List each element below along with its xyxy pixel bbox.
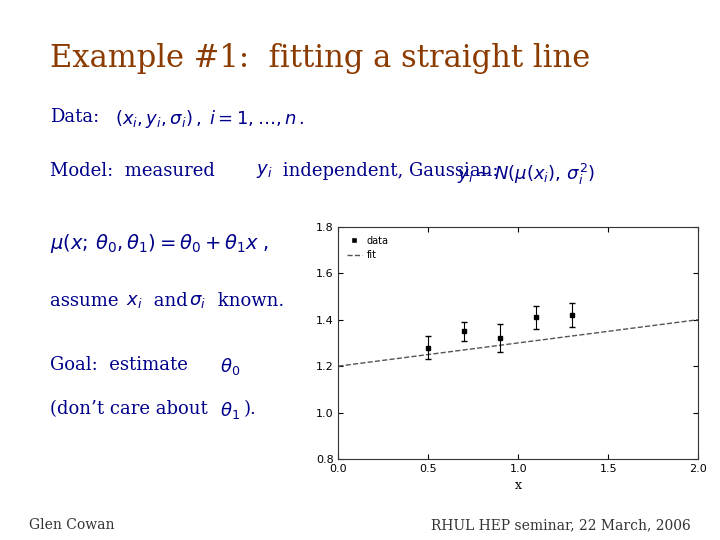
Text: $y_i$: $y_i$ [256, 162, 272, 180]
Text: assume: assume [50, 292, 125, 309]
X-axis label: x: x [515, 480, 522, 492]
Text: known.: known. [212, 292, 284, 309]
Text: RHUL HEP seminar, 22 March, 2006: RHUL HEP seminar, 22 March, 2006 [431, 518, 691, 532]
Text: Model:  measured: Model: measured [50, 162, 221, 180]
Text: $\theta_1$: $\theta_1$ [220, 400, 240, 421]
Text: Example #1:  fitting a straight line: Example #1: fitting a straight line [50, 43, 590, 74]
Text: $y_i \sim N(\mu(x_i),\,\sigma_i^2)$: $y_i \sim N(\mu(x_i),\,\sigma_i^2)$ [457, 162, 595, 187]
Text: $(x_i, y_i, \sigma_i)\,,\; i = 1,\ldots,n\,.$: $(x_i, y_i, \sigma_i)\,,\; i = 1,\ldots,… [115, 108, 305, 130]
Text: Glen Cowan: Glen Cowan [29, 518, 114, 532]
Text: Goal:  estimate: Goal: estimate [50, 356, 194, 374]
Text: (don’t care about: (don’t care about [50, 400, 214, 417]
Text: $x_i$: $x_i$ [126, 292, 143, 309]
Text: and: and [148, 292, 193, 309]
Text: ).: ). [243, 400, 256, 417]
Text: Data:: Data: [50, 108, 99, 126]
Text: $\sigma_i$: $\sigma_i$ [189, 292, 205, 309]
Text: $\mu(x;\,\theta_0,\theta_1) = \theta_0 + \theta_1 x\;,$: $\mu(x;\,\theta_0,\theta_1) = \theta_0 +… [50, 232, 269, 255]
Legend: data, fit: data, fit [343, 232, 392, 264]
Text: $\theta_0$: $\theta_0$ [220, 356, 240, 377]
Text: independent, Gaussian:: independent, Gaussian: [277, 162, 499, 180]
